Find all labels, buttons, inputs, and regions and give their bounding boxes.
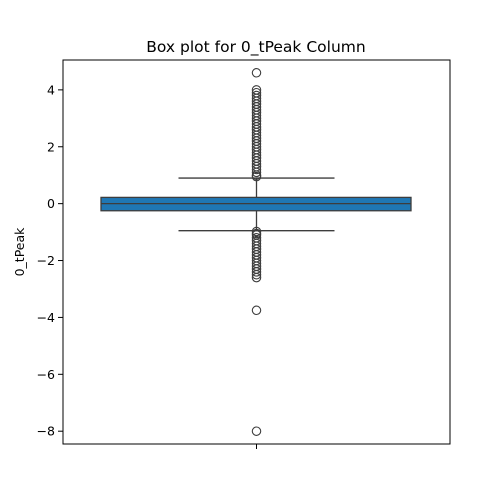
outlier-point-low [251, 305, 262, 316]
plot-area [100, 68, 412, 436]
outlier-point-low [251, 267, 262, 277]
y-axis-label: 0_tPeak [12, 227, 27, 277]
y-axis-ticks: 4 2 0 −2 −4 −6 −8 [37, 82, 63, 439]
outlier-point-low [251, 426, 262, 436]
y-tick-label: −4 [37, 310, 55, 325]
y-tick-label: 0 [47, 196, 55, 211]
outlier-point-high [251, 171, 262, 182]
y-tick-label: 2 [47, 139, 55, 154]
outlier-point-low [251, 272, 262, 283]
outlier-point-high [251, 167, 262, 178]
outlier-point-high [251, 68, 262, 78]
outlier-point-low [251, 270, 262, 280]
chart-title: Box plot for 0_tPeak Column [146, 38, 365, 57]
y-tick-label: −8 [37, 424, 55, 439]
y-tick-label: 4 [47, 82, 55, 97]
y-tick-label: −2 [37, 253, 55, 268]
outlier-point-high [251, 164, 262, 175]
y-tick-label: −6 [37, 367, 55, 382]
